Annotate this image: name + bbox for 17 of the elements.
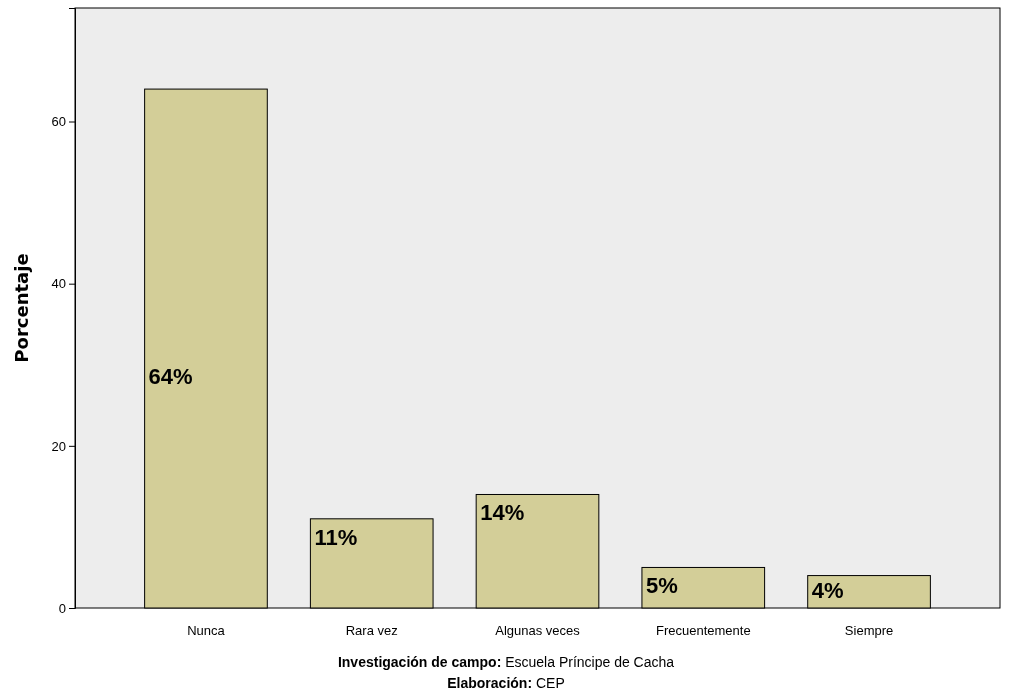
y-tick-label: 0 (58, 600, 66, 616)
x-tick-label: Algunas veces (495, 623, 581, 639)
y-tick-label: 60 (51, 114, 66, 130)
y-axis-title: Porcentaje (11, 253, 32, 363)
data-label: 14% (480, 500, 525, 526)
data-label: 5% (645, 573, 678, 599)
text: Elaboración: CEP (447, 675, 565, 691)
data-label: 4% (811, 578, 844, 603)
data-label: 64% (148, 364, 193, 390)
data-label: 11% (314, 524, 358, 550)
y-tick-label: 40 (51, 276, 66, 292)
text: Investigación de campo: Escuela Príncipe de Cacha (337, 654, 675, 670)
y-tick-label: 20 (51, 438, 66, 454)
x-tick-label: Nunca (187, 623, 226, 639)
x-tick-label: Frecuentemente (655, 623, 751, 639)
x-tick-label: Rara vez (345, 623, 398, 639)
x-tick-label: Siempre (844, 623, 894, 639)
